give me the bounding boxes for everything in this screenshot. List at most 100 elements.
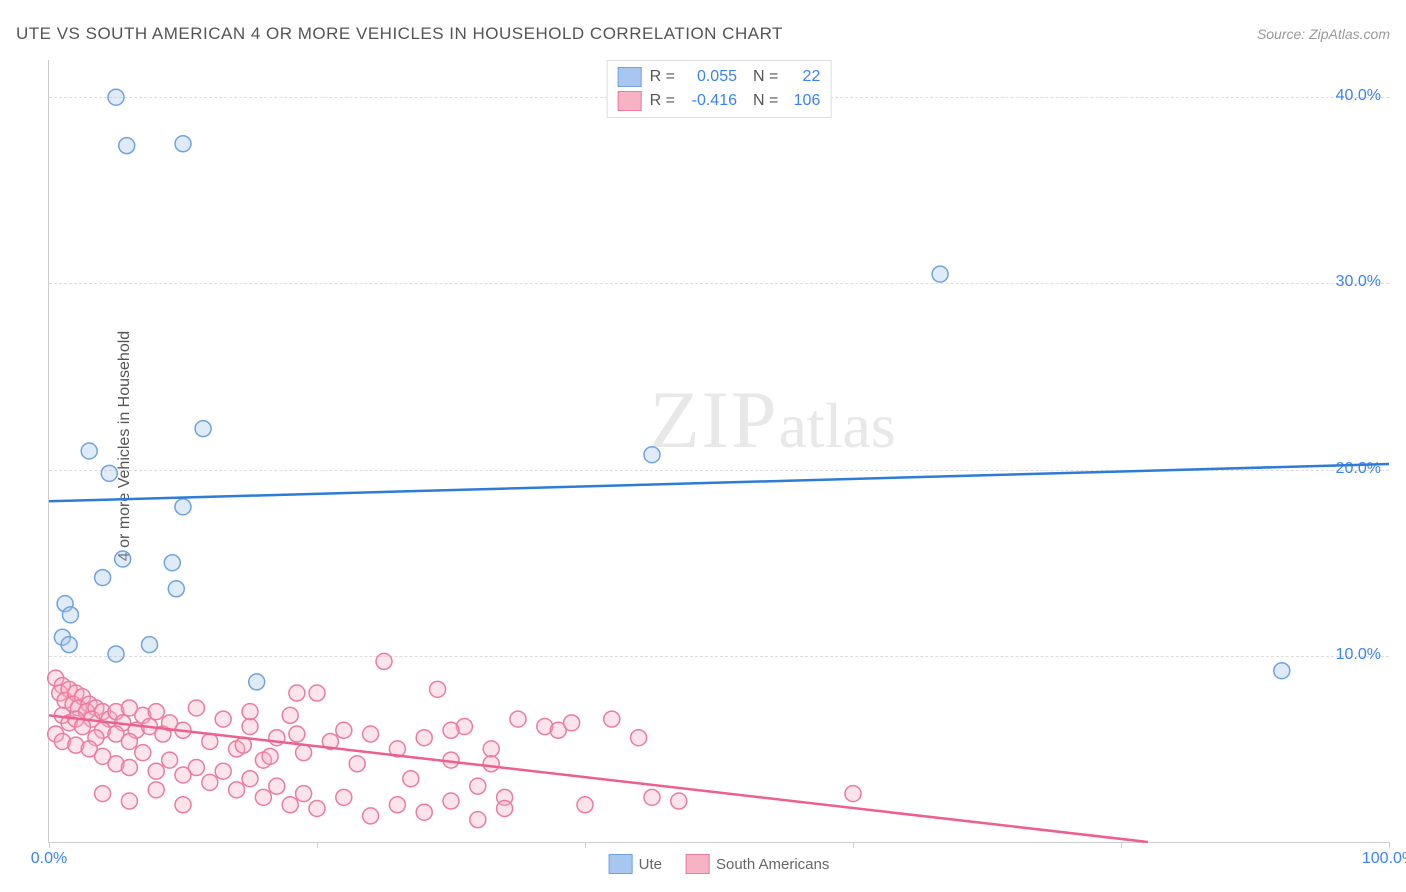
data-point bbox=[289, 726, 305, 742]
data-point bbox=[119, 138, 135, 154]
data-point bbox=[376, 653, 392, 669]
stats-N-label: N = bbox=[753, 68, 778, 86]
data-point bbox=[121, 760, 137, 776]
data-point bbox=[296, 745, 312, 761]
data-point bbox=[644, 447, 660, 463]
data-point bbox=[309, 685, 325, 701]
data-point bbox=[443, 722, 459, 738]
stats-sa-N: 106 bbox=[786, 92, 820, 110]
stats-N-label-2: N = bbox=[753, 92, 778, 110]
data-point bbox=[416, 730, 432, 746]
data-point bbox=[349, 756, 365, 772]
data-point bbox=[108, 646, 124, 662]
stats-row-sa: R = -0.416 N = 106 bbox=[618, 89, 821, 113]
stats-ute-N: 22 bbox=[786, 68, 820, 86]
data-point bbox=[564, 715, 580, 731]
data-point bbox=[148, 782, 164, 798]
swatch-ute bbox=[618, 67, 642, 87]
data-point bbox=[101, 465, 117, 481]
legend-label-ute: Ute bbox=[639, 856, 662, 873]
x-tick bbox=[585, 842, 586, 848]
data-point bbox=[188, 700, 204, 716]
stats-R-label: R = bbox=[650, 68, 675, 86]
x-tick-label-right: 100.0% bbox=[1362, 850, 1406, 868]
data-point bbox=[845, 786, 861, 802]
data-point bbox=[215, 711, 231, 727]
stats-R-label-2: R = bbox=[650, 92, 675, 110]
data-point bbox=[95, 786, 111, 802]
data-point bbox=[202, 774, 218, 790]
data-point bbox=[932, 266, 948, 282]
data-point bbox=[470, 778, 486, 794]
data-point bbox=[289, 685, 305, 701]
data-point bbox=[336, 789, 352, 805]
data-point bbox=[249, 674, 265, 690]
data-point bbox=[229, 782, 245, 798]
data-point bbox=[282, 797, 298, 813]
stats-box: R = 0.055 N = 22 R = -0.416 N = 106 bbox=[607, 60, 832, 118]
chart-svg bbox=[49, 60, 1389, 842]
data-point bbox=[162, 752, 178, 768]
legend-item-sa: South Americans bbox=[686, 854, 829, 874]
data-point bbox=[577, 797, 593, 813]
data-point bbox=[242, 771, 258, 787]
data-point bbox=[148, 704, 164, 720]
data-point bbox=[1274, 663, 1290, 679]
data-point bbox=[61, 637, 77, 653]
data-point bbox=[195, 421, 211, 437]
data-point bbox=[296, 786, 312, 802]
data-point bbox=[363, 808, 379, 824]
legend-swatch-ute bbox=[609, 854, 633, 874]
data-point bbox=[175, 136, 191, 152]
data-point bbox=[403, 771, 419, 787]
x-tick bbox=[49, 842, 50, 848]
data-point bbox=[142, 637, 158, 653]
data-point bbox=[389, 797, 405, 813]
legend-swatch-south-americans bbox=[686, 854, 710, 874]
data-point bbox=[95, 570, 111, 586]
plot-area: ZIPatlas 10.0%20.0%30.0%40.0% 0.0% 100.0… bbox=[48, 60, 1389, 843]
stats-row-ute: R = 0.055 N = 22 bbox=[618, 65, 821, 89]
swatch-south-americans bbox=[618, 91, 642, 111]
data-point bbox=[443, 793, 459, 809]
chart-container: UTE VS SOUTH AMERICAN 4 OR MORE VEHICLES… bbox=[0, 0, 1406, 892]
trend-line bbox=[49, 464, 1389, 501]
data-point bbox=[148, 763, 164, 779]
data-point bbox=[202, 733, 218, 749]
data-point bbox=[282, 707, 298, 723]
data-point bbox=[115, 551, 131, 567]
data-point bbox=[108, 89, 124, 105]
x-tick-label-left: 0.0% bbox=[31, 850, 67, 868]
data-point bbox=[430, 681, 446, 697]
data-point bbox=[631, 730, 647, 746]
x-tick bbox=[1389, 842, 1390, 848]
chart-title: UTE VS SOUTH AMERICAN 4 OR MORE VEHICLES… bbox=[16, 24, 783, 44]
data-point bbox=[62, 607, 78, 623]
data-point bbox=[363, 726, 379, 742]
data-point bbox=[242, 719, 258, 735]
data-point bbox=[483, 756, 499, 772]
x-tick bbox=[1121, 842, 1122, 848]
data-point bbox=[135, 745, 151, 761]
data-point bbox=[164, 555, 180, 571]
data-point bbox=[604, 711, 620, 727]
data-point bbox=[416, 804, 432, 820]
stats-ute-R: 0.055 bbox=[683, 68, 737, 86]
data-point bbox=[175, 499, 191, 515]
data-point bbox=[175, 797, 191, 813]
data-point bbox=[336, 722, 352, 738]
data-point bbox=[262, 748, 278, 764]
source-label: Source: ZipAtlas.com bbox=[1257, 26, 1390, 42]
source-prefix: Source: bbox=[1257, 26, 1309, 42]
data-point bbox=[510, 711, 526, 727]
data-point bbox=[215, 763, 231, 779]
data-point bbox=[121, 733, 137, 749]
x-tick bbox=[317, 842, 318, 848]
data-point bbox=[188, 760, 204, 776]
data-point bbox=[483, 741, 499, 757]
data-point bbox=[671, 793, 687, 809]
data-point bbox=[497, 800, 513, 816]
x-tick bbox=[853, 842, 854, 848]
legend-item-ute: Ute bbox=[609, 854, 662, 874]
data-point bbox=[644, 789, 660, 805]
